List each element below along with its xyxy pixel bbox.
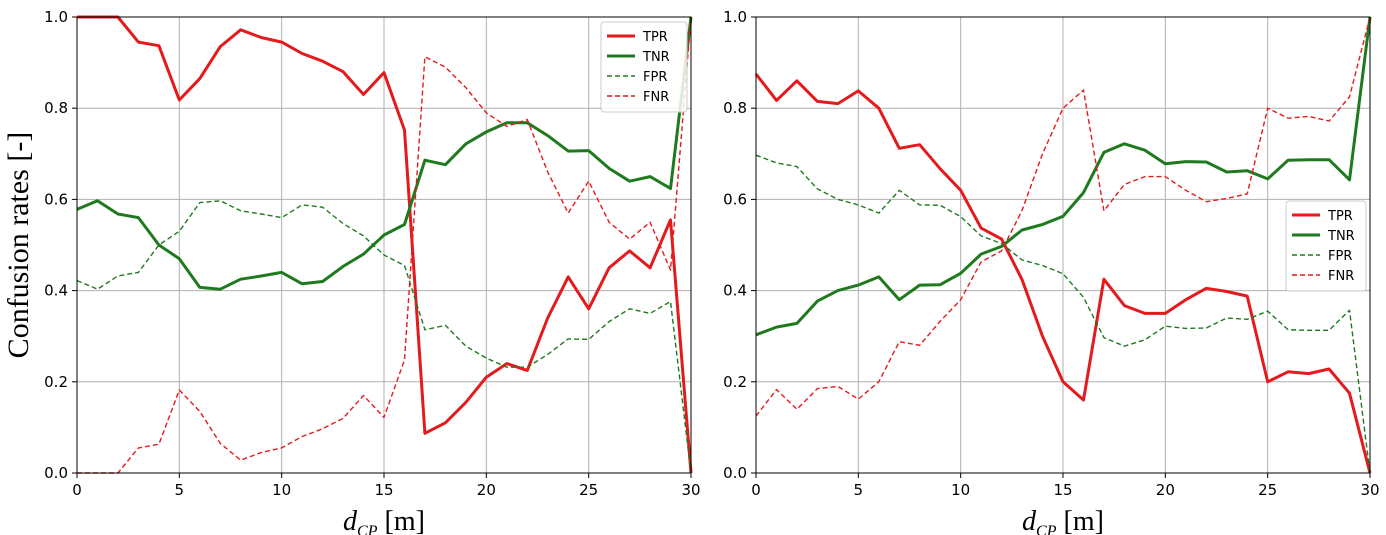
x-tick-label: 20: [1156, 481, 1175, 499]
x-tick-label: 15: [1053, 481, 1072, 499]
x-tick-label: 0: [72, 481, 82, 499]
y-tick-label: 0.0: [723, 464, 747, 482]
y-tick-label: 0.6: [723, 190, 747, 208]
series-line-fnr: [755, 16, 1371, 417]
x-tick-label: 15: [374, 481, 393, 499]
x-axis-label: dCP [m]: [1022, 506, 1104, 535]
legend: TPR TNR FPR FNR: [1285, 200, 1367, 292]
series-line-tnr: [76, 16, 693, 291]
chart-panel-2: 0 5 10 15 20 25 30 0.0 0.2 0.4 0.6 0.8 1.0 dCP [m] TPR…: [723, 8, 1379, 535]
chart-panel-1: 0 5 10 15 20 25 30 0.0 0.2 0.4 0.6 0.8 1.0 dCP [m] Con…: [2, 8, 701, 535]
legend-label-tpr: TPR: [1327, 209, 1353, 224]
series-line-tnr: [755, 16, 1372, 337]
y-tick-label: 1.0: [44, 8, 68, 26]
series-line-fpr: [76, 200, 692, 474]
x-tick-label: 10: [951, 481, 970, 499]
series-line-fpr: [755, 154, 1371, 474]
x-tick-label: 30: [1360, 481, 1379, 499]
legend-label-fnr: FNR: [643, 90, 669, 105]
y-tick-label: 0.0: [44, 464, 68, 482]
x-tick-label: 0: [751, 481, 761, 499]
x-tick-label: 10: [272, 481, 291, 499]
x-tick-label: 5: [854, 481, 864, 499]
y-tick-label: 0.4: [723, 282, 747, 300]
y-tick-label: 0.2: [723, 373, 747, 391]
y-tick-label: 0.8: [723, 99, 747, 117]
y-tick-label: 1.0: [723, 8, 747, 26]
legend-label-fnr: FNR: [1328, 269, 1354, 284]
x-tick-label: 5: [175, 481, 185, 499]
x-tick-label: 25: [1258, 481, 1277, 499]
y-tick-label: 0.2: [44, 373, 68, 391]
y-tick-label: 0.6: [44, 190, 68, 208]
legend-label-tpr: TPR: [642, 30, 668, 45]
legend-label-tnr: TNR: [642, 50, 670, 65]
legend-label-fpr: FPR: [643, 70, 667, 85]
series-line-tpr: [77, 15, 693, 474]
legend-label-fpr: FPR: [1328, 249, 1352, 264]
x-tick-label: 30: [681, 481, 700, 499]
series-line-tpr: [754, 73, 1372, 474]
legend-label-tnr: TNR: [1327, 229, 1355, 244]
series-line-fnr: [77, 16, 692, 474]
x-axis-label: dCP [m]: [343, 506, 425, 535]
x-tick-label: 20: [477, 481, 496, 499]
y-tick-label: 0.4: [44, 282, 68, 300]
x-tick-label: 25: [579, 481, 598, 499]
y-axis-label: Confusion rates [-]: [2, 132, 35, 359]
y-tick-label: 0.8: [44, 99, 68, 117]
legend: TPR TNR FPR FNR: [600, 21, 688, 113]
legend-box: [600, 21, 688, 113]
legend-box: [1285, 200, 1367, 292]
